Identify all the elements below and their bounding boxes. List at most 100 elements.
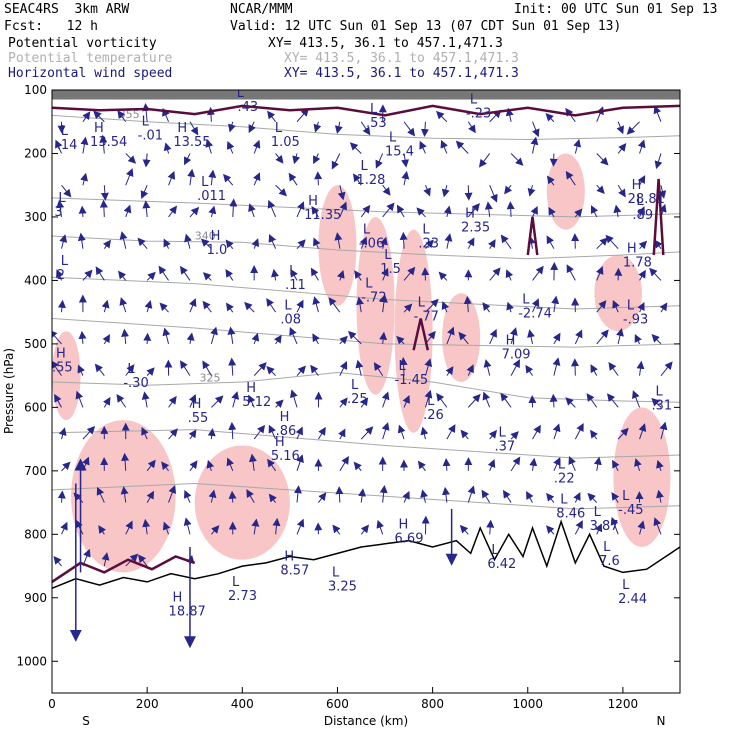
wind-vector bbox=[403, 266, 416, 281]
wind-vector bbox=[382, 202, 395, 218]
wind-vector bbox=[317, 426, 326, 440]
wind-vector bbox=[121, 452, 130, 471]
wind-vector bbox=[251, 332, 260, 345]
wind-vector bbox=[586, 393, 598, 408]
wind-vector bbox=[355, 359, 364, 376]
wind-vector bbox=[54, 393, 62, 408]
y-tick-label: 400 bbox=[24, 273, 47, 287]
wind-vector bbox=[467, 485, 476, 503]
wind-vector bbox=[546, 525, 555, 535]
y-tick-label: 1000 bbox=[16, 654, 47, 668]
extremum-value: 15.4 bbox=[385, 144, 414, 159]
wind-vector bbox=[484, 201, 493, 218]
extremum-value: 7.09 bbox=[502, 348, 531, 363]
wind-vector bbox=[425, 239, 434, 250]
wind-vector bbox=[137, 554, 148, 567]
wind-vector bbox=[505, 107, 514, 122]
wind-vector bbox=[60, 521, 68, 535]
wind-vector bbox=[446, 326, 455, 345]
terrain-fill bbox=[52, 521, 680, 693]
wind-vector bbox=[590, 205, 599, 218]
wind-vector bbox=[146, 367, 155, 376]
extremum-marker: L bbox=[363, 223, 371, 238]
wind-vector bbox=[455, 140, 469, 154]
wind-vector bbox=[401, 170, 410, 186]
wind-vector bbox=[313, 237, 321, 249]
wind-vector bbox=[142, 153, 151, 168]
extremum-value: .22 bbox=[554, 471, 575, 486]
extremum-marker: L bbox=[360, 159, 368, 174]
wind-vector bbox=[168, 485, 177, 503]
wind-vector bbox=[141, 426, 149, 440]
extremum-value: .55 bbox=[188, 411, 209, 426]
wind-vector bbox=[331, 153, 341, 170]
wind-vector bbox=[463, 295, 472, 313]
wind-vector bbox=[356, 296, 364, 313]
wind-vector bbox=[137, 237, 148, 250]
y-tick-label: 200 bbox=[24, 146, 47, 160]
wind-vector bbox=[436, 110, 448, 123]
wind-vector bbox=[403, 121, 416, 137]
wind-vector bbox=[373, 362, 384, 376]
wind-vector bbox=[612, 459, 620, 472]
wind-vector bbox=[296, 239, 306, 250]
wind-vector bbox=[379, 484, 388, 503]
extremum-marker: H bbox=[627, 242, 637, 257]
extremum-value: -.43 bbox=[233, 100, 258, 115]
theta-label: 340 bbox=[195, 230, 216, 243]
wind-vector bbox=[417, 460, 426, 472]
wind-vector bbox=[488, 429, 497, 440]
wind-vector bbox=[248, 203, 256, 218]
wind-vector bbox=[488, 239, 496, 249]
wind-vector bbox=[502, 489, 512, 503]
wind-vector bbox=[651, 397, 662, 408]
y-tick-label: 900 bbox=[24, 591, 47, 605]
extremum-value: 13.55 bbox=[173, 135, 210, 150]
extremum-value: -.01 bbox=[138, 129, 163, 144]
wind-vector bbox=[338, 428, 346, 440]
extremum-value: -.06 bbox=[359, 237, 384, 252]
wind-vector bbox=[659, 302, 668, 313]
wind-vector bbox=[482, 302, 491, 313]
wind-vector bbox=[211, 395, 224, 408]
wind-vector bbox=[617, 184, 626, 198]
pv-contour bbox=[526, 216, 539, 256]
wind-vector bbox=[552, 423, 561, 440]
wind-vector bbox=[489, 109, 502, 123]
wind-vector bbox=[200, 238, 212, 250]
wind-vector bbox=[162, 327, 171, 345]
wind-vector bbox=[360, 204, 371, 218]
wind-vector bbox=[546, 492, 555, 503]
wind-vector bbox=[52, 329, 62, 345]
wind-vector bbox=[573, 492, 581, 503]
wind-vector bbox=[275, 153, 284, 164]
wind-vector bbox=[339, 456, 349, 472]
wind-vector bbox=[334, 121, 343, 134]
wind-vector bbox=[510, 153, 524, 166]
wind-vector bbox=[125, 364, 135, 376]
wind-vector bbox=[125, 153, 137, 164]
wind-vector bbox=[223, 173, 234, 186]
wind-vector bbox=[616, 121, 624, 135]
wind-vector bbox=[616, 328, 624, 345]
wind-vector bbox=[55, 139, 63, 154]
wind-vector bbox=[61, 184, 72, 198]
extremum-value: .53 bbox=[366, 116, 387, 131]
wind-vector bbox=[546, 235, 555, 249]
wind-vector bbox=[566, 264, 576, 281]
wind-vector bbox=[266, 298, 277, 313]
wind-vector bbox=[188, 393, 197, 408]
wind-vector bbox=[506, 301, 514, 313]
wind-vector bbox=[438, 271, 448, 281]
wind-vector bbox=[246, 489, 255, 503]
wind-vector bbox=[56, 269, 64, 281]
wind-vector bbox=[146, 271, 156, 281]
legend-pv-xy: XY= 413.5, 36.1 to 457.1,471.3 bbox=[268, 36, 503, 51]
extremum-marker: L bbox=[491, 543, 499, 558]
wind-vector bbox=[208, 169, 217, 186]
extremum-marker: L bbox=[332, 565, 340, 580]
wind-vector bbox=[397, 424, 406, 440]
wind-vector bbox=[658, 185, 667, 199]
wind-vector bbox=[229, 198, 238, 217]
wind-vector bbox=[653, 105, 662, 122]
